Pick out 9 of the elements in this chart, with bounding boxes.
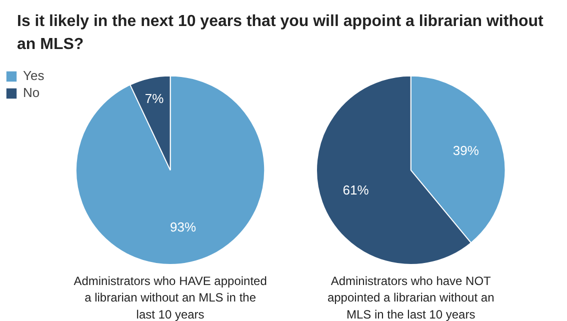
- text: Administrators who HAVE appointed a librarian without an MLS in the last 10 years: [74, 274, 267, 321]
- data-label: 39%: [452, 142, 480, 158]
- text: Administrators who have NOT appointed a librarian without an MLS in the last 10 years: [327, 274, 494, 321]
- data-label: 61%: [342, 182, 370, 198]
- chart-title: Is it likely in the next 10 years that you will appoint a librarian without an MLS?: [17, 12, 544, 55]
- legend-label: No: [23, 85, 41, 100]
- data-label: 7%: [144, 90, 164, 106]
- legend-label: Yes: [23, 68, 44, 83]
- data-label: 93%: [170, 220, 197, 235]
